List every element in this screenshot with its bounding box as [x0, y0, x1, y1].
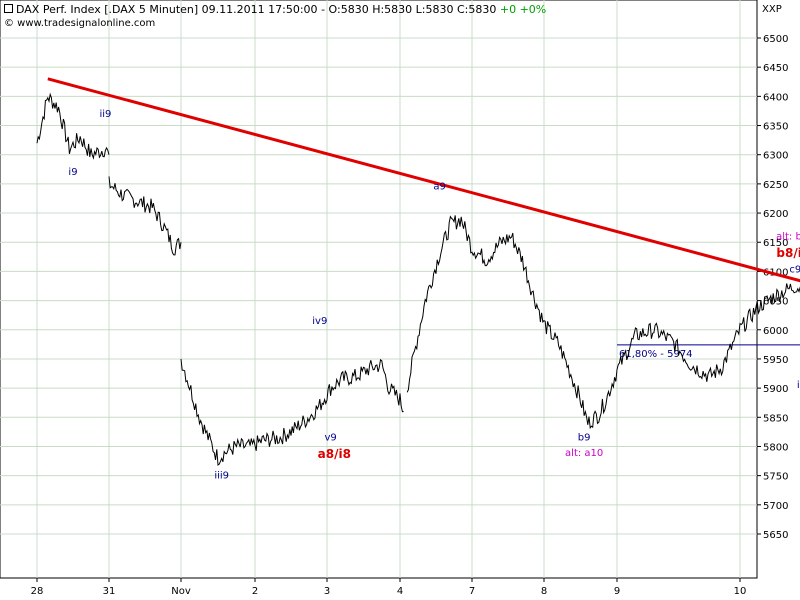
resistance-trendline	[47, 77, 800, 283]
window-box-icon	[4, 4, 13, 13]
plot-border	[0, 0, 758, 579]
y-tick-label: 5650	[763, 530, 788, 541]
price-line-segment	[108, 176, 182, 256]
wave-annotation: ii9	[99, 109, 111, 120]
y-tick-label: 5950	[763, 355, 788, 366]
y-tick-label: 5800	[763, 442, 788, 453]
price-series	[36, 92, 800, 466]
y-tick-label: 5850	[763, 413, 788, 424]
y-tick-label: 6300	[763, 151, 788, 162]
price-change: +0 +0%	[499, 3, 547, 16]
x-tick-label: 7	[469, 586, 475, 597]
y-tick-label: 6450	[763, 63, 788, 74]
x-tick-label: 8	[541, 586, 547, 597]
y-tick-label: 6350	[763, 122, 788, 133]
y-tick-label: 6000	[763, 326, 788, 337]
wave-annotation: i9	[68, 167, 77, 178]
wave-annotation: b9	[578, 433, 591, 444]
price-line-segment	[180, 358, 404, 466]
y-tick-label: 6500	[763, 34, 788, 45]
fib-level-label: 61,80% - 5974	[619, 349, 693, 360]
chart-header: DAX Perf. Index [.DAX 5 Minuten] 09.11.2…	[4, 3, 546, 16]
wave-annotation: v9	[325, 433, 337, 444]
bar-datetime: 09.11.2011 17:50:00	[201, 3, 318, 16]
instrument-name: DAX Perf. Index [.DAX 5 Minuten]	[16, 3, 199, 16]
wave-annotation: alt: b10	[776, 231, 800, 242]
wave-annotation: c9	[789, 265, 800, 276]
price-line-segment	[36, 92, 110, 160]
y-tick-label: 6250	[763, 180, 788, 191]
y-tick-label: 5900	[763, 384, 788, 395]
price-line-segment	[406, 215, 800, 430]
x-tick-label: 28	[31, 586, 44, 597]
wave-annotation: b8/ii8	[776, 246, 800, 260]
wave-annotation: i9	[797, 380, 800, 391]
y-tick-label: 6150	[763, 238, 788, 249]
wave-annotation: iii9	[214, 471, 229, 482]
y-tick-label: 5750	[763, 472, 788, 483]
ohlc-values: - O:5830 H:5830 L:5830 C:5830	[321, 3, 497, 16]
x-tick-label: 9	[614, 586, 620, 597]
wave-labels: 603359245856ii9i9iii9iv9v9a8/i8a9b9alt: …	[68, 109, 800, 482]
source-credit: © www.tradesignalonline.com	[4, 18, 156, 29]
wave-annotation: a9	[433, 182, 446, 193]
y-tick-label: 6050	[763, 297, 788, 308]
x-tick-label: 10	[734, 586, 747, 597]
wave-annotation: iv9	[312, 316, 327, 327]
wave-annotation: alt: a10	[565, 448, 603, 459]
x-tick-label: 4	[397, 586, 403, 597]
x-tick-label: 31	[103, 586, 116, 597]
y-tick-label: 5700	[763, 501, 788, 512]
y-tick-label: 6400	[763, 92, 788, 103]
wave-annotation: a8/i8	[318, 447, 351, 461]
axis-unit-label: XXP	[762, 4, 782, 15]
x-tick-label: 2	[252, 586, 258, 597]
fibonacci-levels: 0,00% - 608761,80% - 598961,80% - 597461…	[617, 344, 800, 360]
y-tick-label: 6200	[763, 209, 788, 220]
grid	[0, 0, 757, 578]
trendlines	[47, 77, 800, 283]
x-tick-label: 3	[324, 586, 330, 597]
x-tick-label: Nov	[171, 586, 191, 597]
